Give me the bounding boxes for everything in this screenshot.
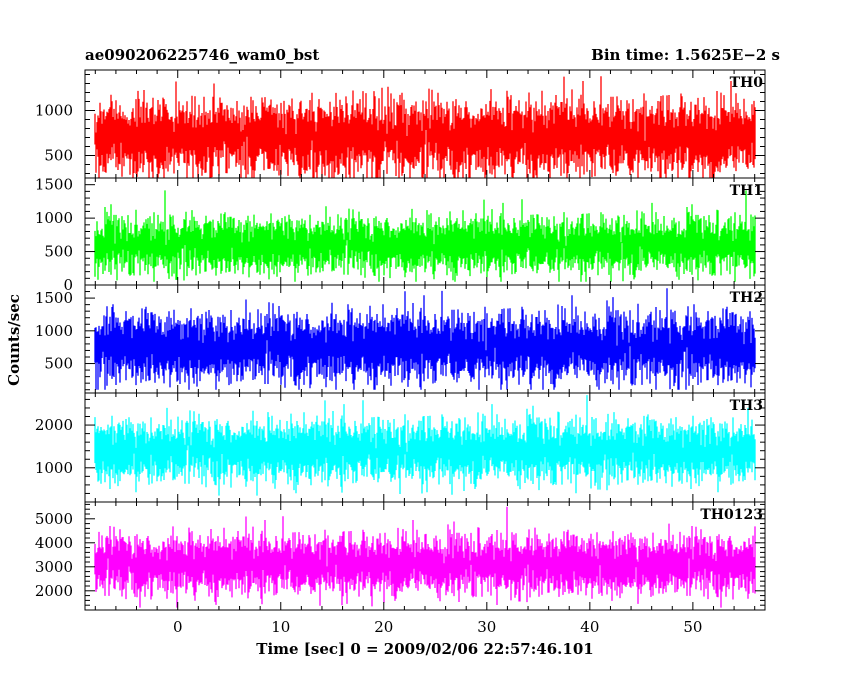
y-axis-label: Counts/sec (5, 294, 23, 386)
y-tick-label-th0123: 4000 (35, 534, 73, 552)
x-axis-label: Time [sec] 0 = 2009/02/06 22:57:46.101 (256, 640, 593, 658)
bin-time-label: Bin time: 1.5625E−2 s (591, 46, 780, 64)
series-th1 (94, 190, 756, 282)
y-tick-label-th1: 1000 (35, 209, 73, 227)
y-tick-label-th1: 1500 (35, 176, 73, 194)
y-tick-label-th2: 1500 (35, 289, 73, 307)
panel-label-th1: TH1 (730, 183, 763, 199)
y-tick-label-th3: 2000 (35, 416, 73, 434)
y-tick-label-th0123: 3000 (35, 558, 73, 576)
panel-label-th2: TH2 (730, 290, 763, 306)
y-tick-label-th2: 500 (44, 355, 73, 373)
chart-title: ae090206225746_wam0_bst (85, 46, 319, 64)
y-tick-label-th0123: 2000 (35, 582, 73, 600)
y-tick-label-th0: 1000 (35, 102, 73, 120)
panel-label-th0: TH0 (730, 75, 764, 91)
x-tick-label: 50 (683, 618, 702, 636)
y-tick-label-th1: 0 (63, 276, 73, 294)
y-tick-label-th0123: 5000 (35, 510, 73, 528)
y-tick-label-th3: 1000 (35, 459, 73, 477)
series-th2 (94, 288, 756, 390)
x-tick-label: 0 (173, 618, 183, 636)
series-th3 (94, 395, 756, 496)
series-th0 (94, 76, 756, 178)
x-tick-label: 30 (477, 618, 496, 636)
panel-label-th0123: TH0123 (700, 507, 763, 523)
panel-label-th3: TH3 (730, 398, 763, 414)
y-tick-label-th2: 1000 (35, 322, 73, 340)
x-tick-label: 10 (271, 618, 290, 636)
x-tick-label: 40 (580, 618, 599, 636)
y-tick-label-th1: 500 (44, 243, 73, 261)
y-tick-label-th0: 500 (44, 147, 73, 165)
series-th0123 (94, 506, 756, 608)
x-tick-label: 20 (374, 618, 393, 636)
